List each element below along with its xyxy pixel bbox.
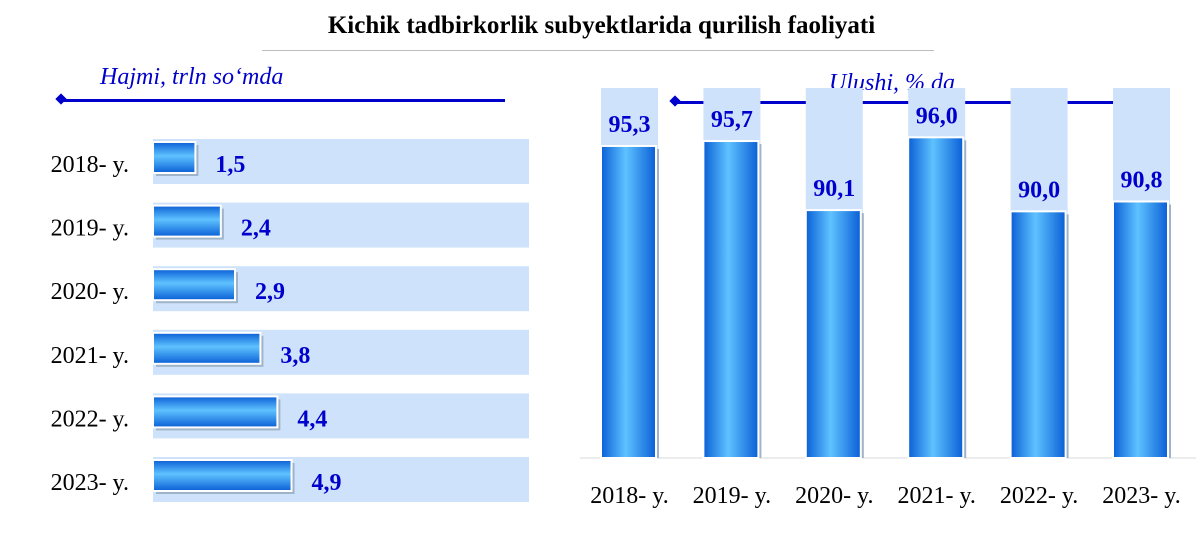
left-bar-chart: 2018- y. 1,5 2019- y. 2,4 2020- y. 2,9 2021- y…: [51, 139, 529, 502]
right-bar-4: [1009, 210, 1067, 459]
right-category-label-3: 2021- y.: [897, 483, 975, 509]
right-bar-5: [1112, 200, 1169, 459]
left-bar-4: [152, 395, 279, 429]
left-category-label-2: 2020- y.: [51, 279, 129, 305]
left-category-label-4: 2022- y.: [51, 406, 129, 432]
right-category-label-2: 2020- y.: [795, 483, 873, 509]
left-arrow-line: [62, 99, 505, 102]
left-bar-2: [152, 268, 236, 302]
left-value-label-4: 4,4: [297, 406, 327, 432]
right-value-label-0: 95,3: [609, 112, 651, 138]
right-category-label-4: 2022- y.: [1000, 483, 1078, 509]
left-chart-unit-label: Hajmi, trln so‘mda: [100, 64, 284, 90]
right-category-label-0: 2018- y.: [590, 483, 668, 509]
right-value-label-5: 90,8: [1121, 167, 1163, 193]
left-bar-5: [152, 459, 293, 492]
left-value-label-1: 2,4: [241, 216, 271, 242]
left-bar-0: [152, 141, 197, 174]
left-bar-1: [152, 204, 222, 238]
right-value-label-2: 90,1: [813, 176, 855, 202]
left-category-label-3: 2021- y.: [51, 343, 129, 369]
right-value-label-1: 95,7: [711, 107, 753, 133]
left-track-0: [153, 139, 529, 184]
right-category-label-1: 2019- y.: [693, 483, 771, 509]
chart-title: Kichik tadbirkorlik subyektlarida qurili…: [327, 12, 876, 39]
left-value-label-0: 1,5: [215, 152, 245, 178]
left-bar-3: [152, 331, 262, 365]
right-bar-2: [804, 209, 862, 459]
left-value-label-2: 2,9: [255, 279, 285, 305]
right-bar-chart: 95,3 2018- y. 95,7 2019- y. 90,1 2020- y. 96,0…: [580, 88, 1196, 509]
left-category-label-1: 2019- y.: [51, 216, 129, 242]
right-bar-0: [600, 144, 657, 459]
right-bar-3: [907, 136, 965, 459]
right-bar-1: [702, 140, 760, 460]
left-category-label-0: 2018- y.: [51, 152, 129, 178]
left-value-label-3: 3,8: [280, 343, 310, 369]
right-value-label-3: 96,0: [916, 103, 958, 129]
left-value-label-5: 4,9: [312, 470, 342, 496]
right-value-label-4: 90,0: [1018, 177, 1060, 203]
left-category-label-5: 2023- y.: [51, 470, 129, 496]
right-category-label-5: 2023- y.: [1102, 483, 1180, 509]
right-arrow-line: [676, 101, 1116, 104]
title-rule: [262, 50, 934, 51]
